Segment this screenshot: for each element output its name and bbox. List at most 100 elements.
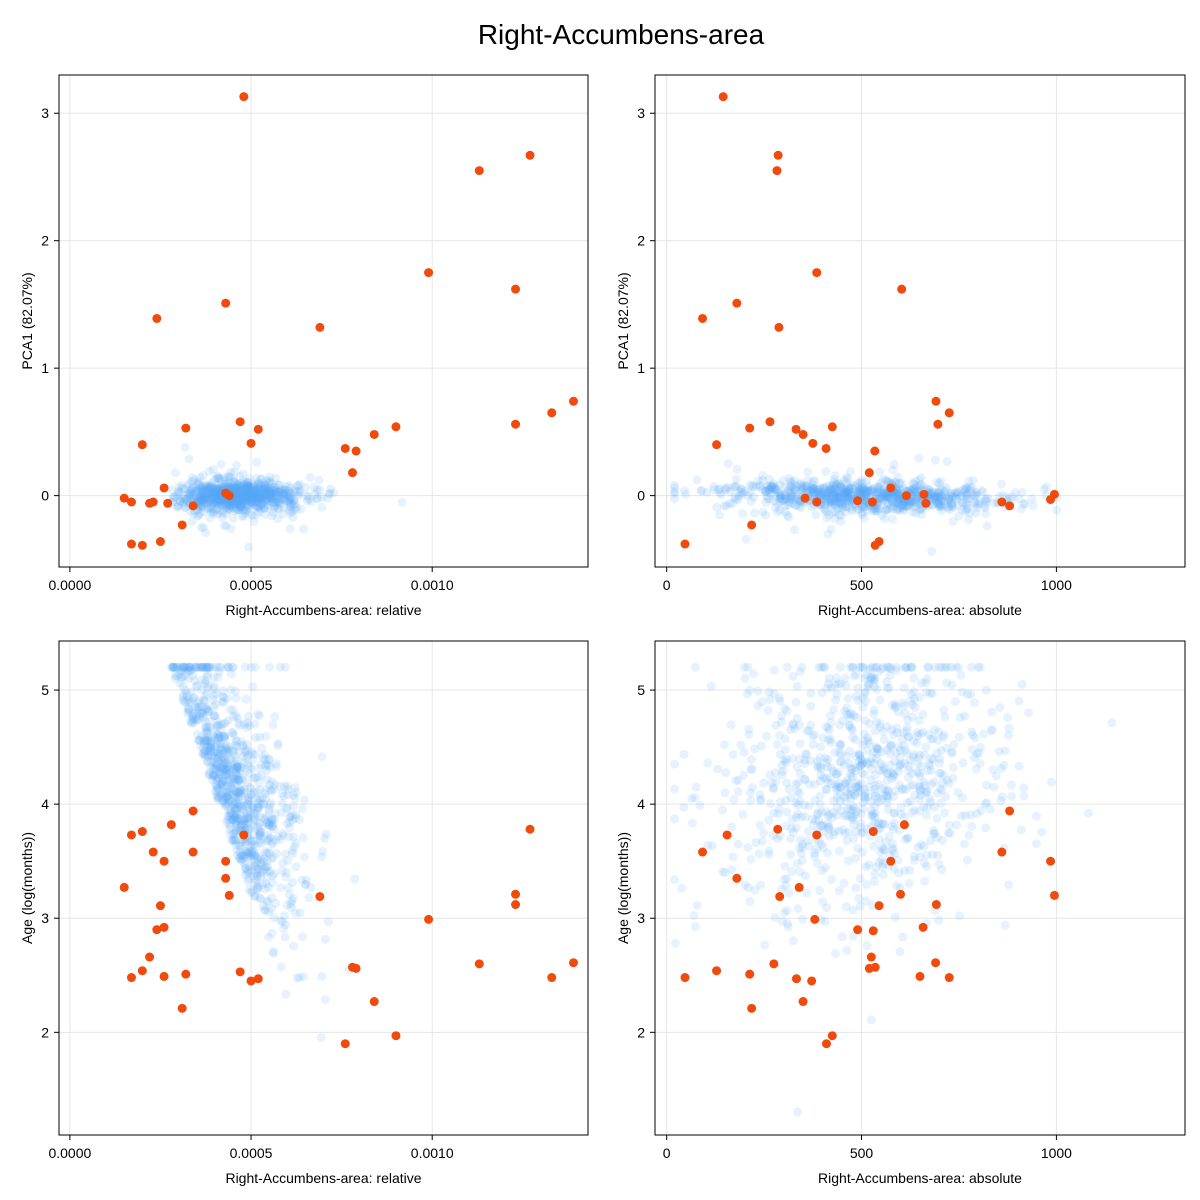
background-point xyxy=(263,493,273,503)
background-point xyxy=(257,482,267,492)
background-point xyxy=(248,483,258,493)
background-point xyxy=(198,492,208,502)
highlight-point xyxy=(680,539,690,549)
background-point xyxy=(823,848,833,858)
background-point xyxy=(246,487,256,497)
background-point xyxy=(263,817,273,827)
background-point xyxy=(253,479,263,489)
background-point xyxy=(213,496,223,506)
background-point xyxy=(909,687,919,697)
background-point xyxy=(769,665,779,675)
background-point xyxy=(214,488,224,498)
background-point xyxy=(285,494,295,504)
background-point xyxy=(226,501,236,511)
background-point xyxy=(1039,484,1049,494)
background-point xyxy=(269,485,279,495)
background-point xyxy=(255,486,265,496)
highlight-point xyxy=(148,497,158,507)
background-point xyxy=(262,485,272,495)
background-point xyxy=(285,499,295,509)
background-point xyxy=(727,822,737,832)
background-point xyxy=(249,481,259,491)
background-point xyxy=(234,486,244,496)
background-point xyxy=(1016,504,1026,514)
background-point xyxy=(195,498,205,508)
background-point xyxy=(738,509,748,519)
background-point xyxy=(246,496,256,506)
background-point xyxy=(197,501,207,511)
background-point xyxy=(808,732,818,742)
background-point xyxy=(198,494,208,504)
background-point xyxy=(261,480,271,490)
background-point xyxy=(713,764,723,774)
background-point xyxy=(839,487,849,497)
background-point xyxy=(272,491,282,501)
background-point xyxy=(935,754,945,764)
background-point xyxy=(922,861,932,871)
background-point xyxy=(947,680,957,690)
background-point xyxy=(246,490,256,500)
background-point xyxy=(874,779,884,789)
background-point xyxy=(192,479,202,489)
background-point xyxy=(898,728,908,738)
background-point xyxy=(899,683,909,693)
background-point xyxy=(241,495,251,505)
background-point xyxy=(220,475,230,485)
highlight-point xyxy=(896,889,906,899)
background-point xyxy=(281,872,291,882)
background-point xyxy=(1028,501,1038,511)
background-point xyxy=(224,472,234,482)
background-point xyxy=(834,679,844,689)
background-point xyxy=(250,485,260,495)
background-point xyxy=(780,861,790,871)
background-point xyxy=(264,491,274,501)
background-point xyxy=(759,778,769,788)
highlight-point xyxy=(221,298,231,308)
background-point xyxy=(795,867,805,877)
background-point xyxy=(215,505,225,515)
background-point xyxy=(258,484,268,494)
background-point xyxy=(892,488,902,498)
background-point xyxy=(1031,811,1041,821)
background-point xyxy=(180,494,190,504)
background-point xyxy=(192,486,202,496)
background-point xyxy=(180,503,190,513)
background-point xyxy=(207,490,217,500)
background-point xyxy=(280,494,290,504)
background-point xyxy=(249,494,259,504)
background-point xyxy=(272,488,282,498)
background-point xyxy=(207,490,217,500)
background-point xyxy=(254,502,264,512)
background-point xyxy=(195,484,205,494)
background-point xyxy=(733,787,743,797)
highlight-point xyxy=(188,501,198,511)
background-point xyxy=(196,492,206,502)
background-point xyxy=(197,501,207,511)
background-point xyxy=(277,489,287,499)
background-point xyxy=(834,886,844,896)
background-point xyxy=(241,694,251,704)
background-point xyxy=(822,903,832,913)
highlight-point xyxy=(866,952,876,962)
background-point xyxy=(669,784,679,794)
background-point xyxy=(857,847,867,857)
background-point xyxy=(924,730,934,740)
background-point xyxy=(199,494,209,504)
background-point xyxy=(228,480,238,490)
highlight-point xyxy=(340,443,350,453)
background-point xyxy=(906,755,916,765)
background-point xyxy=(256,491,266,501)
background-point xyxy=(228,476,238,486)
scatter-panel-1: 0.0000 0.0005 0.00100123Right-Accumbens-ar… xyxy=(19,74,589,618)
background-point xyxy=(240,494,250,504)
background-point xyxy=(198,495,208,505)
background-point xyxy=(272,497,282,507)
background-point xyxy=(207,505,217,515)
background-point xyxy=(942,743,952,753)
background-point xyxy=(250,487,260,497)
background-point xyxy=(1019,791,1029,801)
background-point xyxy=(212,484,222,494)
highlight-point xyxy=(181,969,191,979)
highlight-point xyxy=(772,166,782,176)
background-point xyxy=(728,749,738,759)
